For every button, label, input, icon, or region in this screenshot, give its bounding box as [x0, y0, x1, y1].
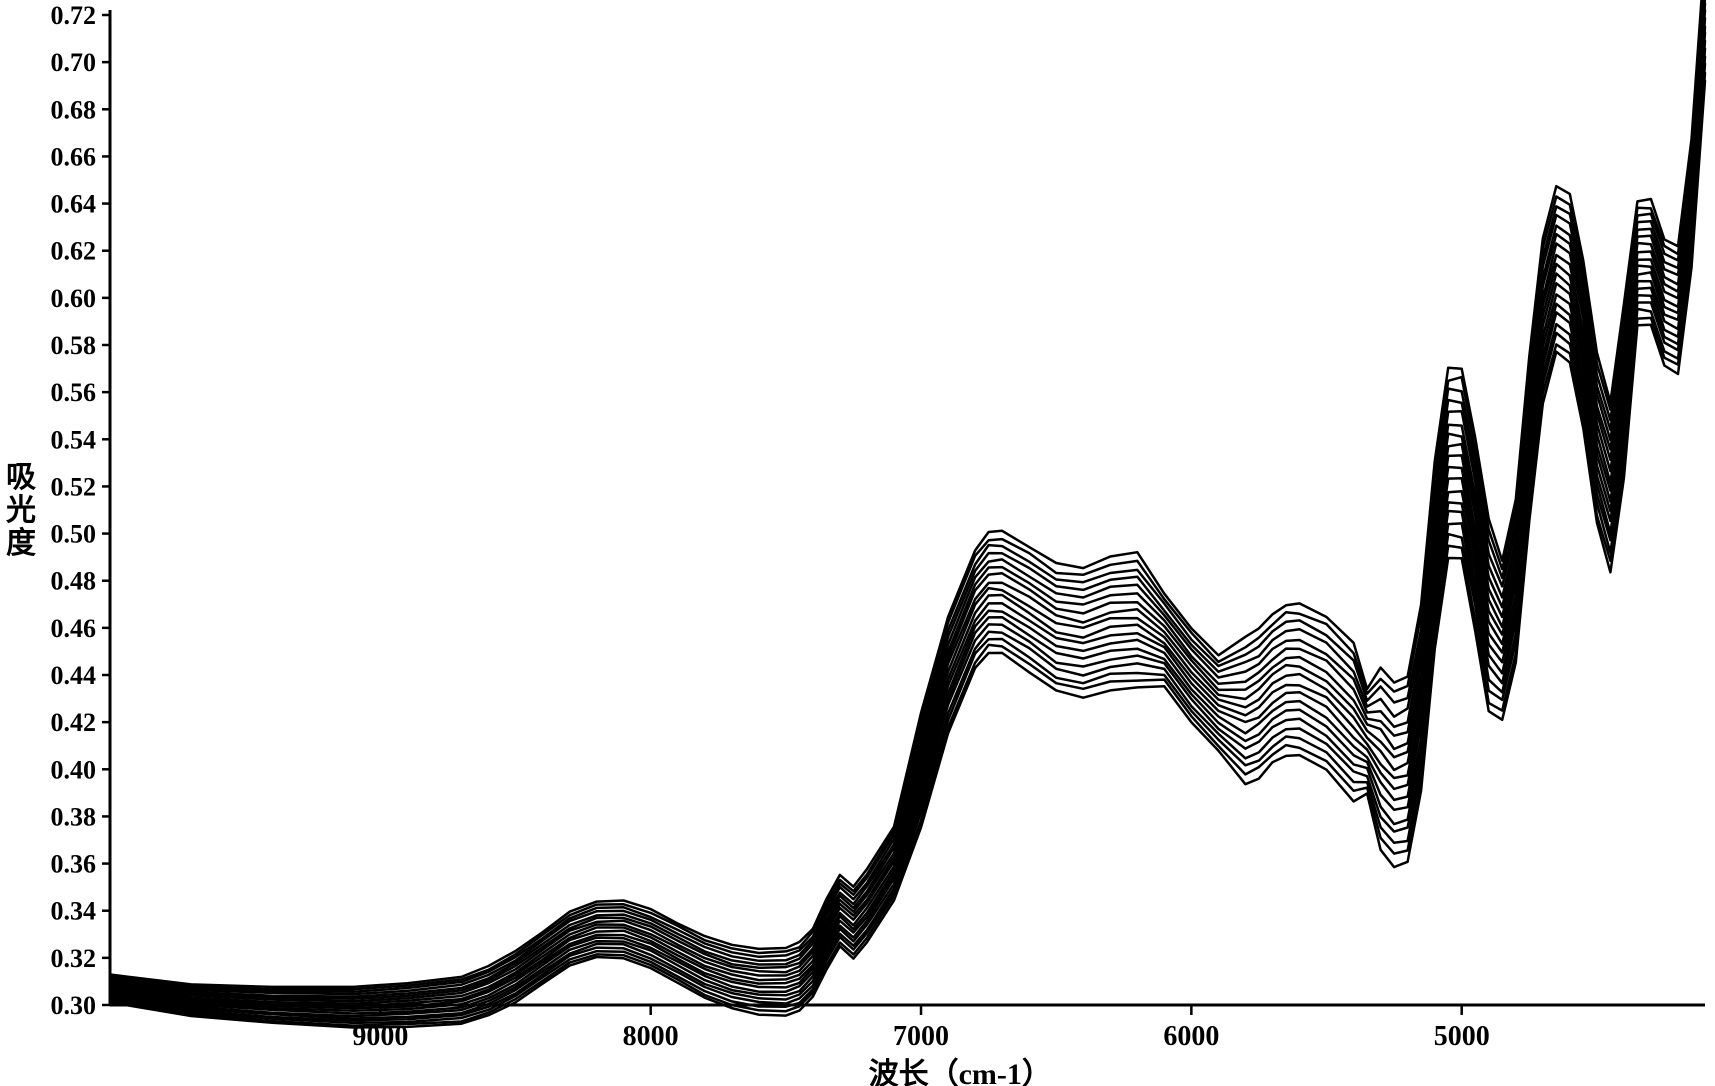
chart-svg: 0.30 0.32 0.34 0.36 0.38 0.40 0.42 0.44 0.46 0.48…: [0, 0, 1715, 1086]
y-tick-label: 0.50: [51, 520, 97, 549]
y-tick-label: 0.58: [51, 331, 97, 360]
y-tick-label: 0.38: [51, 802, 97, 831]
y-tick-label: 0.36: [51, 850, 97, 879]
x-axis-label: 波长（cm-1）: [869, 1049, 1052, 1086]
y-tick-label: 0.66: [51, 142, 97, 171]
spectra-group: [110, 0, 1705, 1028]
y-tick-label: 0.46: [51, 614, 97, 643]
y-tick-label: 0.56: [51, 378, 97, 407]
x-tick-label: 6000: [1163, 1021, 1219, 1052]
spectrum-trace: [110, 49, 1705, 1019]
y-tick-label: 0.30: [51, 991, 97, 1020]
y-tick-label: 0.70: [51, 48, 97, 77]
y-tick-label: 0.52: [51, 472, 97, 501]
y-tick-label: 0.62: [51, 237, 97, 266]
y-tick-label: 0.44: [51, 661, 97, 690]
spectrum-trace: [110, 41, 1705, 1016]
x-tick-label: 5000: [1434, 1021, 1490, 1052]
y-tick-label: 0.34: [51, 897, 97, 926]
y-tick-label: 0.54: [51, 425, 97, 454]
y-tick-label: 0.64: [51, 190, 97, 219]
x-tick-label: 7000: [893, 1021, 949, 1052]
y-tick-label: 0.60: [51, 284, 97, 313]
spectra-chart: 0.30 0.32 0.34 0.36 0.38 0.40 0.42 0.44 0.46 0.48…: [0, 0, 1715, 1086]
y-tick-label: 0.72: [51, 1, 97, 30]
y-tick-label: 0.48: [51, 567, 97, 596]
y-tick-label: 0.68: [51, 95, 97, 124]
y-tick-label: 0.42: [51, 708, 97, 737]
y-tick-label: 0.32: [51, 944, 97, 973]
x-tick-label: 8000: [623, 1021, 679, 1052]
y-axis-label: 吸光度: [6, 461, 36, 560]
y-tick-label: 0.40: [51, 755, 97, 784]
